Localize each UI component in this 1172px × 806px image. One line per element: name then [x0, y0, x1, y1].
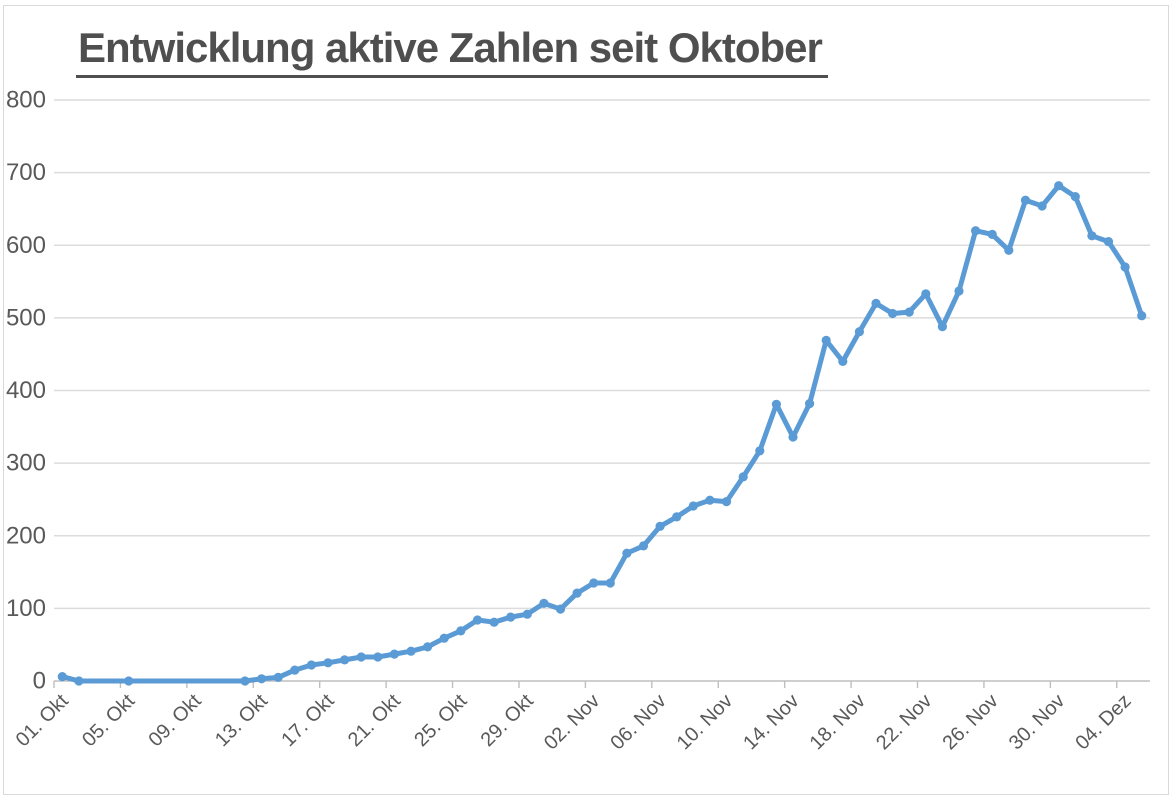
data-point-marker [406, 646, 416, 656]
data-point-marker [1037, 201, 1047, 211]
data-point-marker [622, 548, 632, 558]
x-axis-label: 14. Nov [739, 690, 803, 754]
data-point-marker [506, 612, 516, 622]
data-point-marker [987, 229, 997, 239]
data-point-marker [888, 308, 898, 319]
data-point-marker [854, 327, 865, 337]
data-point-marker [688, 501, 698, 511]
x-axis-label: 18. Nov [806, 690, 870, 754]
data-point-marker [1137, 311, 1147, 321]
data-point-marker [904, 307, 914, 317]
x-axis-label: 01. Okt [12, 690, 73, 751]
y-axis-label: 300 [6, 450, 46, 477]
y-axis-label: 100 [6, 595, 46, 622]
data-point-marker [638, 541, 649, 551]
data-point-marker [539, 598, 549, 608]
y-axis-label: 800 [6, 87, 46, 114]
data-point-marker [937, 322, 948, 332]
y-axis-label: 600 [6, 232, 46, 259]
data-point-marker [1054, 181, 1064, 191]
data-point-marker [755, 446, 765, 456]
y-axis-label: 0 [33, 668, 46, 695]
data-point-marker [423, 642, 433, 652]
x-axis-label: 10. Nov [673, 690, 737, 754]
data-point-marker [1103, 237, 1114, 247]
data-point-marker [356, 652, 366, 662]
data-point-marker [124, 676, 134, 686]
data-point-marker [1120, 262, 1130, 272]
data-point-marker [805, 399, 815, 409]
data-point-marker [306, 660, 316, 670]
x-axis-label: 13. Okt [211, 690, 272, 751]
x-axis-label: 30. Nov [1005, 690, 1069, 754]
data-point-marker [340, 655, 350, 665]
data-point-marker [389, 649, 399, 659]
data-point-marker [522, 609, 532, 619]
x-axis-label: 06. Nov [606, 690, 670, 754]
data-point-marker [605, 578, 615, 588]
x-axis-label: 04. Dez [1071, 690, 1135, 754]
x-axis-label: 26. Nov [938, 690, 1002, 754]
data-point-marker [705, 495, 715, 505]
x-axis-label: 25. Okt [410, 690, 471, 751]
data-point-marker [838, 356, 848, 366]
y-axis-label: 500 [6, 304, 46, 331]
data-point-marker [373, 652, 383, 662]
data-point-marker [871, 298, 881, 308]
data-point-marker [323, 658, 333, 668]
data-point-marker [555, 604, 566, 614]
data-point-marker [589, 578, 599, 588]
data-point-marker [788, 432, 798, 442]
data-point-marker [954, 286, 964, 296]
x-axis-label: 17. Okt [277, 690, 338, 751]
data-point-marker [1004, 245, 1014, 255]
data-point-marker [971, 226, 981, 236]
data-point-marker [57, 672, 67, 682]
y-axis-label: 200 [6, 522, 46, 549]
y-axis-label: 400 [6, 377, 46, 404]
data-point-marker [257, 674, 267, 684]
data-point-marker [738, 472, 748, 482]
chart-title: Entwicklung aktive Zahlen seit Oktober [76, 24, 828, 78]
series-line [59, 183, 1145, 684]
x-axis-label: 29. Okt [477, 690, 538, 751]
data-point-marker [74, 676, 84, 686]
data-point-marker [721, 497, 732, 507]
data-point-marker [672, 512, 682, 522]
x-axis-label: 21. Okt [344, 690, 405, 751]
data-point-marker [1087, 231, 1097, 241]
y-axis-label: 700 [6, 159, 46, 186]
data-point-marker [921, 289, 931, 299]
data-point-marker [456, 626, 466, 636]
x-axis-label: 05. Okt [78, 690, 139, 751]
data-point-marker [1020, 195, 1031, 205]
x-axis-label: 09. Okt [145, 690, 206, 751]
data-point-marker [489, 617, 499, 627]
data-point-marker [240, 676, 250, 686]
data-point-marker [572, 588, 582, 598]
chart-border [3, 5, 1169, 795]
data-point-marker [821, 335, 831, 345]
data-point-marker [771, 399, 782, 409]
data-point-marker [439, 633, 449, 643]
data-point-marker [655, 521, 665, 531]
data-point-marker [472, 615, 483, 625]
x-axis-label: 02. Nov [540, 690, 604, 754]
data-point-marker [1070, 192, 1080, 202]
data-point-marker [273, 672, 283, 683]
x-axis-label: 22. Nov [872, 690, 936, 754]
data-point-marker [290, 665, 300, 675]
